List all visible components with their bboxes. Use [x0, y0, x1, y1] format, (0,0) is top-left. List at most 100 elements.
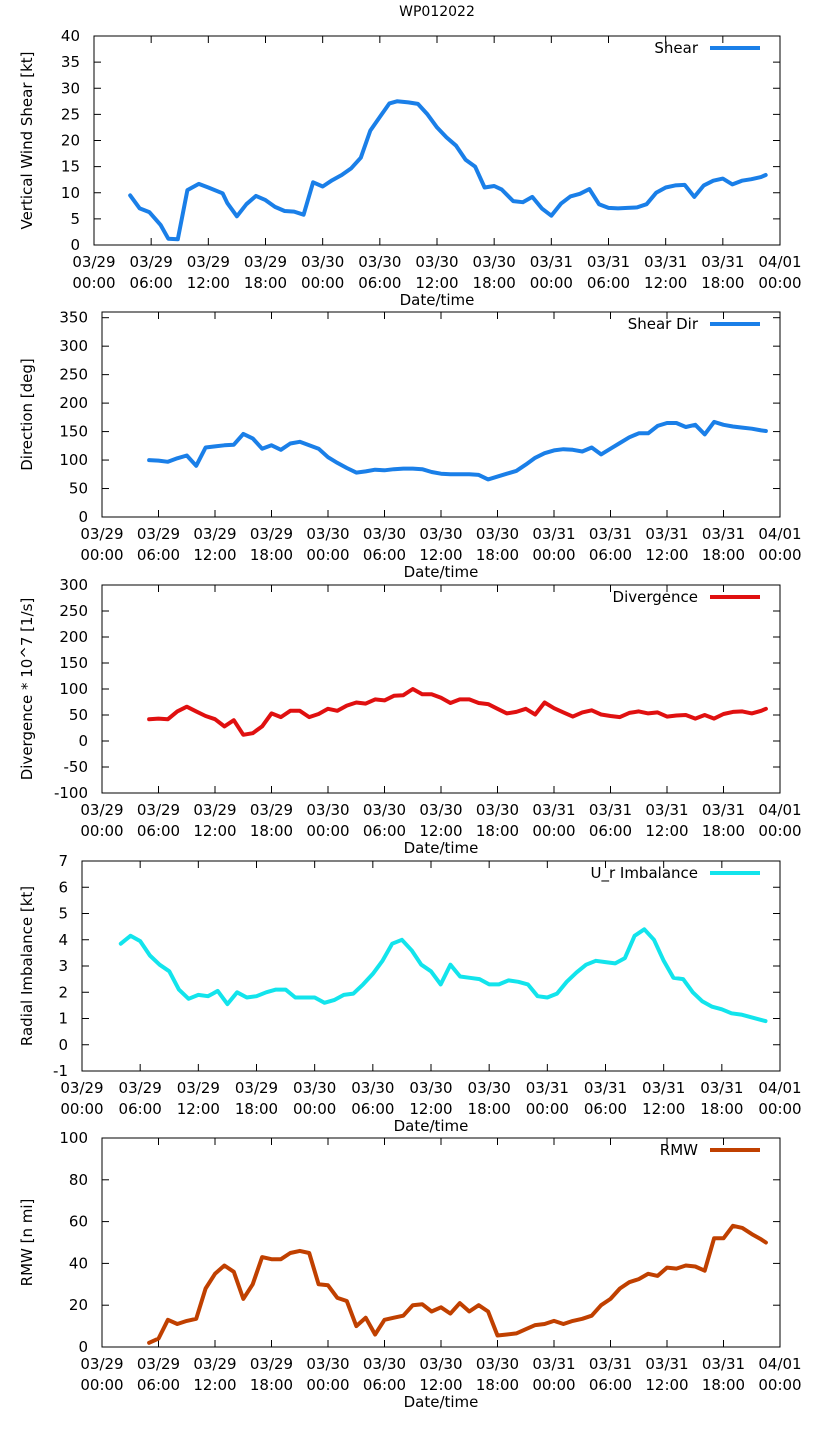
x-tick-date: 03/30 — [476, 801, 519, 819]
x-tick-date: 03/30 — [473, 253, 516, 271]
x-tick-time: 18:00 — [702, 546, 745, 564]
y-tick-label: 7 — [58, 852, 68, 870]
x-axis-label: Date/time — [400, 291, 475, 309]
x-tick-time: 00:00 — [80, 822, 123, 840]
series-line — [128, 99, 768, 242]
x-tick-time: 18:00 — [476, 1376, 519, 1394]
x-tick-date: 03/30 — [409, 1079, 452, 1097]
plot-frame — [101, 584, 781, 794]
x-tick-time: 06:00 — [358, 274, 401, 292]
legend-label: U_r Imbalance — [590, 864, 698, 883]
x-tick-date: 03/30 — [293, 1079, 336, 1097]
x-tick-time: 00:00 — [532, 546, 575, 564]
x-tick-time: 06:00 — [589, 1376, 632, 1394]
x-tick-time: 00:00 — [758, 822, 801, 840]
y-tick-label: 100 — [59, 1129, 88, 1147]
y-tick-label: 6 — [58, 878, 68, 896]
x-tick-date: 03/31 — [532, 1355, 575, 1373]
x-tick-date: 03/29 — [119, 1079, 162, 1097]
x-tick-date: 03/30 — [363, 525, 406, 543]
y-tick-label: 35 — [61, 53, 80, 71]
x-tick-time: 18:00 — [473, 274, 516, 292]
x-tick-time: 18:00 — [250, 546, 293, 564]
x-tick-date: 03/30 — [363, 801, 406, 819]
x-tick-date: 03/31 — [587, 253, 630, 271]
x-tick-date: 04/01 — [758, 801, 801, 819]
x-tick-time: 00:00 — [758, 546, 801, 564]
y-tick-label: 0 — [78, 1338, 88, 1356]
x-tick-time: 00:00 — [80, 546, 123, 564]
y-tick-label: -1 — [53, 1062, 68, 1080]
series-line — [147, 687, 768, 737]
x-tick-time: 18:00 — [235, 1100, 278, 1118]
x-tick-time: 00:00 — [301, 274, 344, 292]
x-tick-date: 03/30 — [306, 525, 349, 543]
x-tick-date: 03/31 — [645, 525, 688, 543]
plot-frame — [101, 1137, 781, 1348]
x-tick-date: 03/30 — [351, 1079, 394, 1097]
x-tick-date: 03/29 — [193, 1355, 236, 1373]
x-tick-time: 00:00 — [530, 274, 573, 292]
x-tick-date: 03/29 — [250, 801, 293, 819]
y-tick-label: 200 — [59, 628, 88, 646]
y-axis-label: Radial Imbalance [kt] — [18, 886, 36, 1046]
x-axis-label: Date/time — [404, 563, 479, 581]
x-tick-date: 03/29 — [130, 253, 173, 271]
x-tick-date: 03/31 — [532, 525, 575, 543]
x-tick-date: 03/31 — [701, 253, 744, 271]
x-tick-time: 00:00 — [526, 1100, 569, 1118]
x-axis-label: Date/time — [404, 839, 479, 857]
y-axis-label: Vertical Wind Shear [kt] — [18, 51, 36, 229]
x-tick-date: 03/31 — [526, 1079, 569, 1097]
x-tick-date: 03/29 — [193, 801, 236, 819]
x-tick-date: 03/29 — [187, 253, 230, 271]
y-tick-label: 10 — [61, 184, 80, 202]
series-line — [147, 1223, 768, 1345]
x-tick-date: 03/31 — [700, 1079, 743, 1097]
x-tick-date: 03/29 — [193, 525, 236, 543]
x-tick-time: 12:00 — [187, 274, 230, 292]
y-tick-label: 350 — [59, 309, 88, 327]
x-tick-date: 03/31 — [702, 525, 745, 543]
x-tick-time: 18:00 — [468, 1100, 511, 1118]
x-tick-time: 00:00 — [60, 1100, 103, 1118]
x-tick-date: 03/29 — [137, 525, 180, 543]
x-tick-date: 03/29 — [137, 801, 180, 819]
y-tick-label: 30 — [61, 79, 80, 97]
x-tick-date: 04/01 — [758, 525, 801, 543]
y-tick-label: 20 — [69, 1296, 88, 1314]
x-tick-time: 12:00 — [645, 822, 688, 840]
x-tick-time: 12:00 — [644, 274, 687, 292]
y-tick-label: 60 — [69, 1213, 88, 1231]
x-tick-date: 03/31 — [702, 801, 745, 819]
plot-frame — [101, 311, 781, 518]
x-tick-time: 18:00 — [476, 546, 519, 564]
x-tick-time: 00:00 — [293, 1100, 336, 1118]
x-axis-label: Date/time — [394, 1117, 469, 1135]
x-tick-time: 00:00 — [758, 274, 801, 292]
x-tick-date: 03/30 — [363, 1355, 406, 1373]
y-tick-label: 20 — [61, 132, 80, 150]
x-tick-time: 12:00 — [193, 1376, 236, 1394]
x-tick-time: 12:00 — [177, 1100, 220, 1118]
x-tick-time: 18:00 — [702, 822, 745, 840]
x-axis-label: Date/time — [404, 1393, 479, 1411]
x-tick-date: 03/30 — [306, 801, 349, 819]
x-tick-time: 00:00 — [72, 274, 115, 292]
x-tick-time: 06:00 — [363, 1376, 406, 1394]
y-tick-label: 200 — [59, 394, 88, 412]
x-tick-time: 12:00 — [193, 822, 236, 840]
y-axis-label: Direction [deg] — [18, 358, 36, 471]
y-tick-label: 15 — [61, 158, 80, 176]
x-tick-date: 03/30 — [301, 253, 344, 271]
x-tick-time: 06:00 — [587, 274, 630, 292]
x-tick-time: 12:00 — [419, 1376, 462, 1394]
x-tick-date: 03/29 — [137, 1355, 180, 1373]
x-tick-time: 00:00 — [758, 1376, 801, 1394]
x-tick-time: 06:00 — [363, 822, 406, 840]
x-tick-time: 00:00 — [306, 822, 349, 840]
y-tick-label: 3 — [58, 957, 68, 975]
x-tick-time: 06:00 — [130, 274, 173, 292]
y-tick-label: 250 — [59, 602, 88, 620]
x-tick-time: 00:00 — [306, 546, 349, 564]
